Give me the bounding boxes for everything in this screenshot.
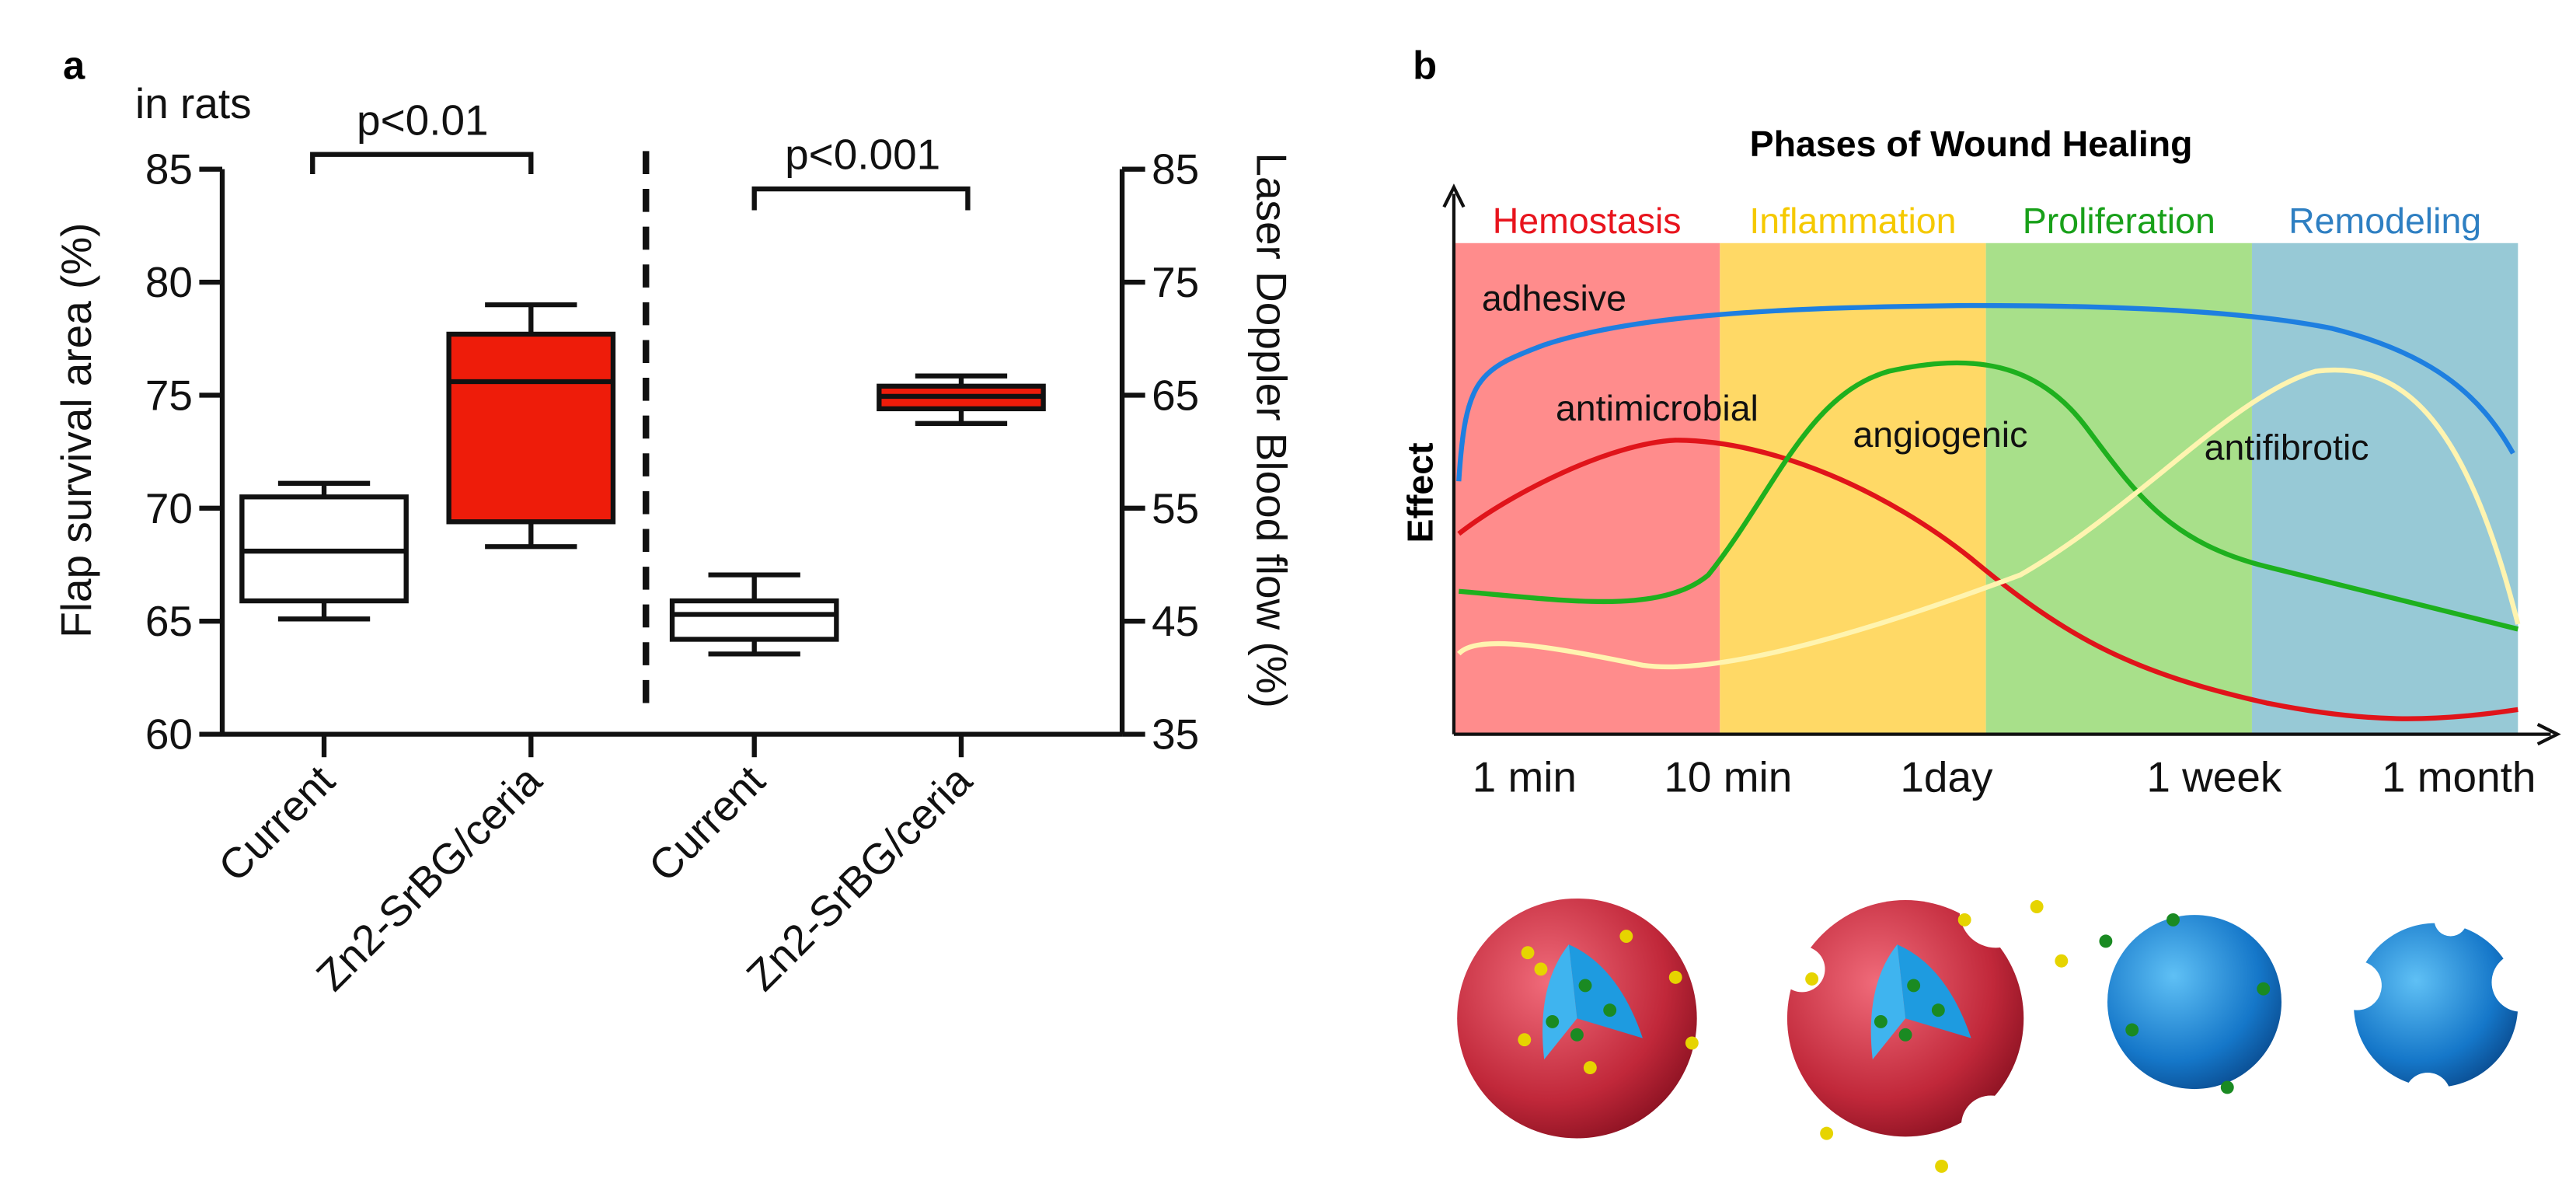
x-tick-label: Current bbox=[640, 756, 774, 891]
curve bbox=[1459, 360, 2519, 632]
curve bbox=[1456, 302, 2515, 482]
box-plot: 606570758085354555657585CurrentZn2-SrBG/… bbox=[145, 145, 1199, 1000]
y2-tick-label: 35 bbox=[1152, 710, 1199, 759]
nanoparticle bbox=[2099, 913, 2282, 1094]
x-label: 1 month bbox=[2382, 753, 2536, 801]
y2-tick-label: 75 bbox=[1152, 258, 1199, 306]
curve-label: angiogenic bbox=[1853, 414, 2027, 455]
x-label: 1 min bbox=[1473, 753, 1577, 801]
y-tick-label: 85 bbox=[145, 145, 193, 194]
significance: p<0.01 bbox=[357, 96, 489, 144]
significance: p<0.001 bbox=[785, 131, 940, 179]
curve bbox=[1457, 438, 2518, 721]
x-tick-label: Current bbox=[209, 756, 343, 891]
diagram-y-label: Effect bbox=[1400, 442, 1440, 543]
panel-label: a bbox=[63, 43, 85, 87]
y-tick-label: 70 bbox=[145, 484, 193, 532]
phase-label: Remodeling bbox=[2288, 201, 2481, 241]
phase-band bbox=[1985, 243, 2252, 735]
annotation: in rats bbox=[135, 79, 252, 127]
y-tick-label: 65 bbox=[145, 597, 193, 645]
x-tick-label: Zn2-SrBG/ceria bbox=[307, 756, 551, 1000]
panel-label: b bbox=[1413, 43, 1437, 87]
y2-tick-label: 85 bbox=[1152, 145, 1199, 194]
phase-band bbox=[1720, 243, 1986, 735]
y-tick-label: 75 bbox=[145, 371, 193, 419]
phase-label: Hemostasis bbox=[1493, 201, 1682, 241]
phase-band bbox=[2251, 243, 2518, 735]
x-tick-label: Zn2-SrBG/ceria bbox=[737, 756, 981, 1000]
x-label: 1 week bbox=[2146, 753, 2282, 801]
phase-label: Proliferation bbox=[2023, 201, 2215, 241]
curve bbox=[1456, 367, 2521, 670]
curve-label: antimicrobial bbox=[1556, 388, 1759, 428]
curve-label: antifibrotic bbox=[2205, 428, 2369, 468]
y-tick-label: 80 bbox=[145, 258, 193, 306]
x-label: 1day bbox=[1900, 753, 1993, 801]
axis bbox=[1453, 723, 2561, 746]
diagram-title: Phases of Wound Healing bbox=[1750, 124, 2193, 164]
curve-label: adhesive bbox=[1482, 277, 1626, 318]
y2-tick-label: 65 bbox=[1152, 371, 1199, 419]
box bbox=[446, 331, 616, 525]
nanoparticle bbox=[1457, 898, 1699, 1139]
y2-tick-label: 45 bbox=[1152, 597, 1199, 645]
box bbox=[669, 598, 839, 642]
axis bbox=[1442, 183, 1466, 735]
phase-label: Inflammation bbox=[1749, 201, 1956, 241]
nanoparticle bbox=[1779, 875, 2069, 1173]
nanoparticle bbox=[2332, 903, 2551, 1119]
bracket bbox=[310, 152, 534, 175]
y2-axis-label: Laser Doppler Blood flow (%) bbox=[1247, 152, 1295, 708]
y-tick-label: 60 bbox=[145, 710, 193, 759]
x-label: 10 min bbox=[1664, 753, 1792, 801]
y2-tick-label: 55 bbox=[1152, 484, 1199, 532]
bracket bbox=[751, 186, 971, 211]
y-axis-label: Flap survival area (%) bbox=[52, 223, 100, 638]
